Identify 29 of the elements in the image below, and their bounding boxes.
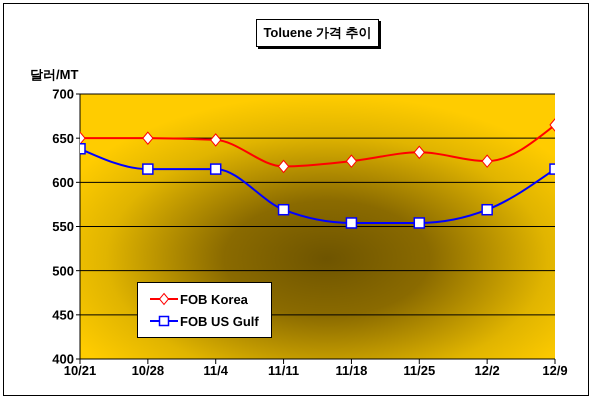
legend-label: FOB Korea [180,292,248,306]
point [346,217,358,229]
point [414,146,425,159]
y-tick-label: 550 [52,219,74,234]
x-tick-label: 11/18 [336,363,368,378]
point [481,204,493,216]
point [142,163,154,175]
x-tick-label: 12/2 [474,363,500,378]
point [210,133,222,146]
y-tick-label: 650 [52,130,74,146]
y-axis-title: 달러/MT [30,66,78,84]
x-tick-label: 11/4 [203,363,229,378]
point [346,154,357,168]
point [210,163,222,175]
y-tick-label: 450 [52,307,74,322]
x-tick-label: 12/9 [542,363,568,378]
y-tick-label: 500 [52,263,74,278]
x-tick-label: 10/28 [132,363,164,378]
point [278,204,290,216]
legend-label: FOB US Gulf [180,314,259,328]
point [278,160,290,173]
point [414,217,426,229]
x-tick-label: 11/11 [268,363,300,378]
chart-title: Toluene 가격 추이 [256,19,379,47]
y-tick-label: 600 [52,174,74,190]
x-tick-label: 11/25 [403,363,436,378]
y-tick-label: 700 [52,86,74,102]
point [482,154,493,168]
point [142,132,154,145]
